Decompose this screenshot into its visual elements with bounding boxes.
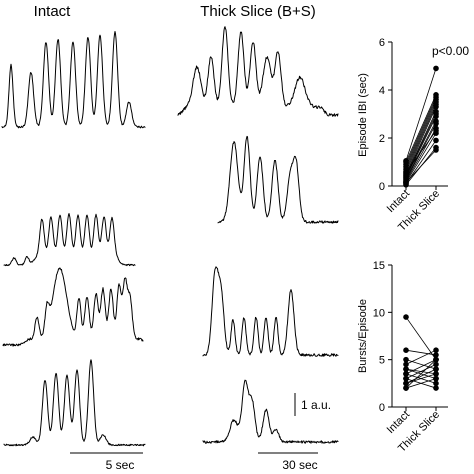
point-thick-slice <box>433 375 439 382</box>
y-tick-label: 4 <box>379 85 385 97</box>
point-intact <box>403 314 409 320</box>
amplitude-scale-label: 1 a.u. <box>301 398 331 412</box>
recording-traces <box>1 26 339 447</box>
y-axis-label: Episode IBI (sec) <box>357 73 369 157</box>
title-thick-slice: Thick Slice (B+S) <box>200 3 315 20</box>
point-thick-slice <box>433 366 439 372</box>
point-intact <box>403 347 409 354</box>
trace-slice-4 <box>202 379 339 444</box>
point-thick-slice <box>433 65 439 72</box>
y-tick-label: 2 <box>379 133 385 145</box>
pair-line <box>405 99 437 167</box>
trace-slice-2 <box>217 135 339 224</box>
pair-line <box>405 359 437 389</box>
point-thick-slice <box>433 356 439 363</box>
pair-line <box>405 373 437 384</box>
pair-line <box>405 104 437 172</box>
pair-line <box>405 349 437 365</box>
pair-line <box>405 349 437 356</box>
pair-line <box>405 97 437 165</box>
pair-line <box>405 368 437 384</box>
y-tick-label: 5 <box>379 355 385 367</box>
time-scale-label-slice: 30 sec <box>282 458 317 472</box>
y-tick-label: 10 <box>373 307 385 319</box>
pair-line <box>405 121 437 179</box>
scale-bars: 5 sec 30 sec 1 a.u. <box>70 393 331 472</box>
pair-line <box>405 140 437 184</box>
pair-line <box>405 111 437 176</box>
pair-line <box>405 378 437 389</box>
y-axis-label: Bursts/Episode <box>357 299 369 373</box>
pair-line <box>405 359 437 370</box>
point-intact <box>403 179 409 186</box>
point-intact <box>403 375 409 382</box>
pair-line <box>405 364 437 379</box>
point-intact <box>403 371 409 377</box>
point-thick-slice <box>433 361 439 368</box>
trace-intact-4 <box>3 359 146 447</box>
trace-intact-1 <box>1 31 146 129</box>
trace-slice-1 <box>177 26 339 117</box>
significance-annotation: p<0.00 <box>432 44 469 58</box>
point-intact <box>403 385 409 391</box>
title-intact: Intact <box>34 3 72 20</box>
y-tick-label: 15 <box>373 260 385 272</box>
pair-line <box>405 130 437 174</box>
y-tick-label: 0 <box>379 181 385 193</box>
pair-line <box>405 116 437 178</box>
point-thick-slice <box>433 380 439 387</box>
pair-line <box>405 101 437 170</box>
point-intact <box>403 158 409 164</box>
y-tick-label: 0 <box>379 402 385 414</box>
pair-line <box>405 68 437 161</box>
trace-intact-2 <box>3 213 136 267</box>
point-thick-slice <box>433 352 439 358</box>
point-intact <box>403 356 409 363</box>
pair-line <box>405 94 437 163</box>
point-thick-slice <box>433 385 439 391</box>
point-intact <box>403 170 409 176</box>
time-scale-label-intact: 5 sec <box>106 458 135 472</box>
pair-line <box>405 106 437 175</box>
point-thick-slice <box>433 137 439 144</box>
point-thick-slice <box>433 371 439 377</box>
pair-line <box>405 149 437 183</box>
x-tick-label: Intact <box>385 409 413 437</box>
pair-line <box>405 132 437 183</box>
point-thick-slice <box>433 347 439 354</box>
y-tick-label: 6 <box>379 37 385 49</box>
trace-intact-3 <box>2 267 144 347</box>
point-thick-slice <box>433 92 439 98</box>
point-intact <box>403 366 409 372</box>
point-thick-slice <box>433 147 439 153</box>
point-intact <box>403 380 409 387</box>
trace-slice-3 <box>202 266 339 357</box>
point-intact <box>403 361 409 368</box>
x-tick-label: Intact <box>385 188 413 216</box>
pair-line <box>405 316 437 360</box>
pair-line <box>405 359 437 375</box>
point-thick-slice <box>433 128 439 134</box>
